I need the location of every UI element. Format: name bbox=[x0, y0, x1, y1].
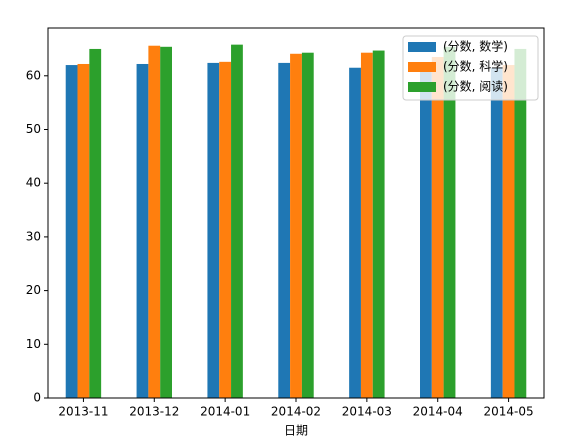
y-tick-label: 50 bbox=[26, 122, 41, 136]
bar bbox=[231, 44, 243, 399]
bar bbox=[443, 46, 456, 399]
y-tick-label: 40 bbox=[26, 176, 41, 190]
legend-label: (分数, 阅读) bbox=[443, 79, 508, 94]
legend-swatch bbox=[408, 42, 436, 52]
legend-label: (分数, 数学) bbox=[443, 39, 508, 54]
bar bbox=[490, 67, 503, 398]
y-tick-label: 0 bbox=[33, 391, 41, 405]
y-tick-label: 20 bbox=[26, 283, 41, 297]
y-tick-label: 60 bbox=[26, 68, 41, 82]
bar bbox=[349, 67, 361, 398]
bar bbox=[514, 48, 527, 399]
legend-swatch bbox=[408, 62, 436, 72]
x-tick-label: 2013-12 bbox=[129, 405, 179, 419]
x-tick-label: 2013-11 bbox=[58, 405, 108, 419]
bar bbox=[219, 61, 232, 399]
bar bbox=[301, 52, 314, 399]
x-tick-label: 2014-01 bbox=[200, 405, 250, 419]
x-axis-label: 日期 bbox=[284, 424, 308, 438]
bar bbox=[278, 62, 291, 398]
legend-swatch bbox=[408, 82, 436, 92]
plot-frame bbox=[47, 27, 545, 399]
bar bbox=[136, 63, 149, 399]
x-tick-label: 2014-04 bbox=[413, 405, 463, 419]
x-tick-label: 2014-03 bbox=[342, 405, 392, 419]
bar bbox=[360, 52, 373, 399]
bar bbox=[420, 65, 432, 398]
x-tick-label: 2014-05 bbox=[484, 405, 534, 419]
legend-label: (分数, 科学) bbox=[443, 59, 508, 74]
bar bbox=[89, 48, 102, 399]
bar bbox=[77, 63, 90, 399]
bar bbox=[431, 56, 444, 399]
bar bbox=[160, 46, 172, 399]
bar bbox=[290, 53, 302, 398]
y-tick-label: 10 bbox=[26, 337, 41, 351]
bar bbox=[148, 45, 161, 398]
legend-box bbox=[402, 35, 539, 101]
bar bbox=[65, 65, 78, 398]
bar bbox=[207, 62, 220, 398]
bar bbox=[502, 65, 515, 398]
bar bbox=[372, 50, 385, 398]
x-tick-label: 2014-02 bbox=[271, 405, 321, 419]
y-tick-label: 30 bbox=[26, 229, 41, 243]
